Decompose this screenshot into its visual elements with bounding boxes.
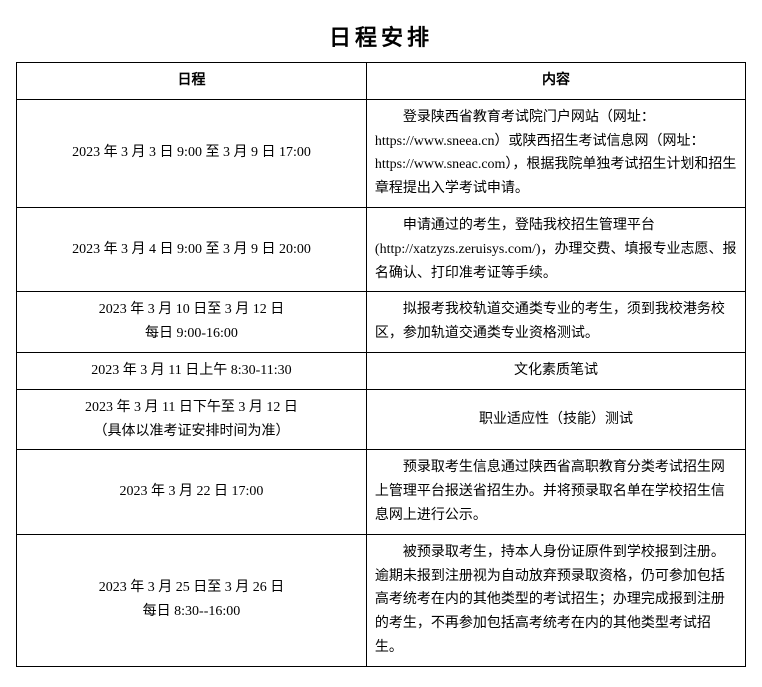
schedule-line1: 2023 年 3 月 10 日至 3 月 12 日 [25,298,358,322]
table-row: 2023 年 3 月 25 日至 3 月 26 日 每日 8:30--16:00… [17,534,746,666]
table-row: 2023 年 3 月 4 日 9:00 至 3 月 9 日 20:00 申请通过… [17,207,746,291]
content-cell: 预录取考生信息通过陕西省高职教育分类考试招生网上管理平台报送省招生办。并将预录取… [366,450,745,534]
schedule-cell: 2023 年 3 月 10 日至 3 月 12 日 每日 9:00-16:00 [17,292,367,353]
table-row: 2023 年 3 月 3 日 9:00 至 3 月 9 日 17:00 登录陕西… [17,99,746,207]
schedule-line1: 2023 年 3 月 25 日至 3 月 26 日 [25,576,358,600]
schedule-line2: （具体以准考证安排时间为准） [25,420,358,444]
schedule-cell: 2023 年 3 月 4 日 9:00 至 3 月 9 日 20:00 [17,207,367,291]
content-cell: 文化素质笔试 [366,352,745,389]
table-row: 2023 年 3 月 11 日下午至 3 月 12 日 （具体以准考证安排时间为… [17,389,746,450]
header-content: 内容 [366,63,745,100]
schedule-cell: 2023 年 3 月 25 日至 3 月 26 日 每日 8:30--16:00 [17,534,367,666]
content-cell: 职业适应性（技能）测试 [366,389,745,450]
table-header-row: 日程 内容 [17,63,746,100]
schedule-line2: 每日 9:00-16:00 [25,322,358,346]
schedule-line1: 2023 年 3 月 11 日下午至 3 月 12 日 [25,396,358,420]
schedule-cell: 2023 年 3 月 3 日 9:00 至 3 月 9 日 17:00 [17,99,367,207]
table-row: 2023 年 3 月 11 日上午 8:30-11:30 文化素质笔试 [17,352,746,389]
schedule-cell: 2023 年 3 月 22 日 17:00 [17,450,367,534]
header-schedule: 日程 [17,63,367,100]
page-title: 日程安排 [16,20,746,52]
table-row: 2023 年 3 月 22 日 17:00 预录取考生信息通过陕西省高职教育分类… [17,450,746,534]
schedule-line2: 每日 8:30--16:00 [25,600,358,624]
table-row: 2023 年 3 月 10 日至 3 月 12 日 每日 9:00-16:00 … [17,292,746,353]
schedule-cell: 2023 年 3 月 11 日下午至 3 月 12 日 （具体以准考证安排时间为… [17,389,367,450]
content-cell: 申请通过的考生，登陆我校招生管理平台 (http://xatzyzs.zerui… [366,207,745,291]
schedule-cell: 2023 年 3 月 11 日上午 8:30-11:30 [17,352,367,389]
content-cell: 拟报考我校轨道交通类专业的考生，须到我校港务校区，参加轨道交通类专业资格测试。 [366,292,745,353]
schedule-table: 日程 内容 2023 年 3 月 3 日 9:00 至 3 月 9 日 17:0… [16,62,746,667]
content-cell: 被预录取考生，持本人身份证原件到学校报到注册。逾期未报到注册视为自动放弃预录取资… [366,534,745,666]
content-cell: 登录陕西省教育考试院门户网站（网址：https://www.sneea.cn）或… [366,99,745,207]
